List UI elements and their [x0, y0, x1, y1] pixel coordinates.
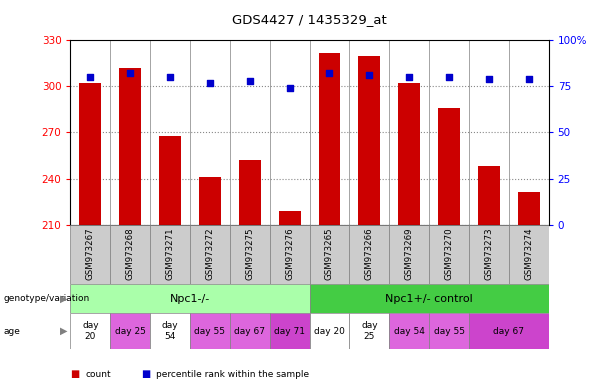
- Point: [484, 76, 494, 82]
- Text: genotype/variation: genotype/variation: [3, 294, 89, 303]
- Text: day 25: day 25: [115, 327, 146, 336]
- Bar: [199, 177, 221, 225]
- Bar: [150, 225, 190, 284]
- Bar: [310, 313, 349, 349]
- Bar: [70, 313, 110, 349]
- Text: GSM973272: GSM973272: [205, 228, 215, 280]
- Bar: [110, 313, 150, 349]
- Point: [245, 78, 255, 84]
- Text: GSM973266: GSM973266: [365, 228, 374, 280]
- Point: [166, 74, 175, 80]
- Bar: [70, 284, 310, 313]
- Bar: [509, 225, 549, 284]
- Bar: [429, 225, 469, 284]
- Bar: [469, 313, 549, 349]
- Text: count: count: [86, 370, 112, 379]
- Text: percentile rank within the sample: percentile rank within the sample: [156, 370, 310, 379]
- Bar: [469, 225, 509, 284]
- Text: ■: ■: [70, 369, 80, 379]
- Text: GSM973274: GSM973274: [524, 228, 533, 280]
- Text: day 55: day 55: [194, 327, 226, 336]
- Bar: [80, 83, 101, 225]
- Bar: [239, 160, 261, 225]
- Bar: [270, 225, 310, 284]
- Point: [524, 76, 533, 82]
- Bar: [438, 108, 460, 225]
- Text: day
54: day 54: [162, 321, 178, 341]
- Text: ▶: ▶: [60, 326, 67, 336]
- Bar: [429, 313, 469, 349]
- Text: GSM973273: GSM973273: [484, 228, 493, 280]
- Point: [284, 85, 294, 91]
- Bar: [310, 284, 549, 313]
- Text: GSM973268: GSM973268: [126, 228, 135, 280]
- Bar: [270, 313, 310, 349]
- Bar: [230, 313, 270, 349]
- Text: GSM973276: GSM973276: [285, 228, 294, 280]
- Bar: [349, 313, 389, 349]
- Text: GSM973267: GSM973267: [86, 228, 95, 280]
- Text: day 67: day 67: [493, 327, 524, 336]
- Bar: [398, 83, 420, 225]
- Point: [444, 74, 454, 80]
- Text: day 55: day 55: [433, 327, 465, 336]
- Text: GSM973271: GSM973271: [166, 228, 175, 280]
- Text: day 20: day 20: [314, 327, 345, 336]
- Text: day 54: day 54: [394, 327, 425, 336]
- Bar: [389, 313, 429, 349]
- Text: ■: ■: [141, 369, 150, 379]
- Bar: [389, 225, 429, 284]
- Bar: [518, 192, 539, 225]
- Bar: [319, 53, 340, 225]
- Point: [205, 79, 215, 86]
- Bar: [120, 68, 141, 225]
- Text: day 67: day 67: [234, 327, 265, 336]
- Bar: [110, 225, 150, 284]
- Text: GDS4427 / 1435329_at: GDS4427 / 1435329_at: [232, 13, 387, 26]
- Bar: [150, 313, 190, 349]
- Point: [364, 72, 374, 78]
- Bar: [359, 56, 380, 225]
- Bar: [310, 225, 349, 284]
- Text: GSM973275: GSM973275: [245, 228, 254, 280]
- Bar: [190, 313, 230, 349]
- Point: [405, 74, 414, 80]
- Bar: [190, 225, 230, 284]
- Point: [125, 70, 135, 76]
- Bar: [349, 225, 389, 284]
- Text: GSM973269: GSM973269: [405, 228, 414, 280]
- Text: day 71: day 71: [274, 327, 305, 336]
- Text: Npc1-/-: Npc1-/-: [170, 293, 210, 304]
- Text: GSM973270: GSM973270: [444, 228, 454, 280]
- Text: age: age: [3, 327, 20, 336]
- Point: [86, 74, 96, 80]
- Point: [325, 70, 335, 76]
- Bar: [70, 225, 110, 284]
- Bar: [478, 166, 500, 225]
- Bar: [230, 225, 270, 284]
- Text: day
25: day 25: [361, 321, 378, 341]
- Bar: [279, 211, 300, 225]
- Text: ▶: ▶: [60, 293, 67, 304]
- Text: day
20: day 20: [82, 321, 99, 341]
- Bar: [159, 136, 181, 225]
- Text: GSM973265: GSM973265: [325, 228, 334, 280]
- Text: Npc1+/- control: Npc1+/- control: [385, 293, 473, 304]
